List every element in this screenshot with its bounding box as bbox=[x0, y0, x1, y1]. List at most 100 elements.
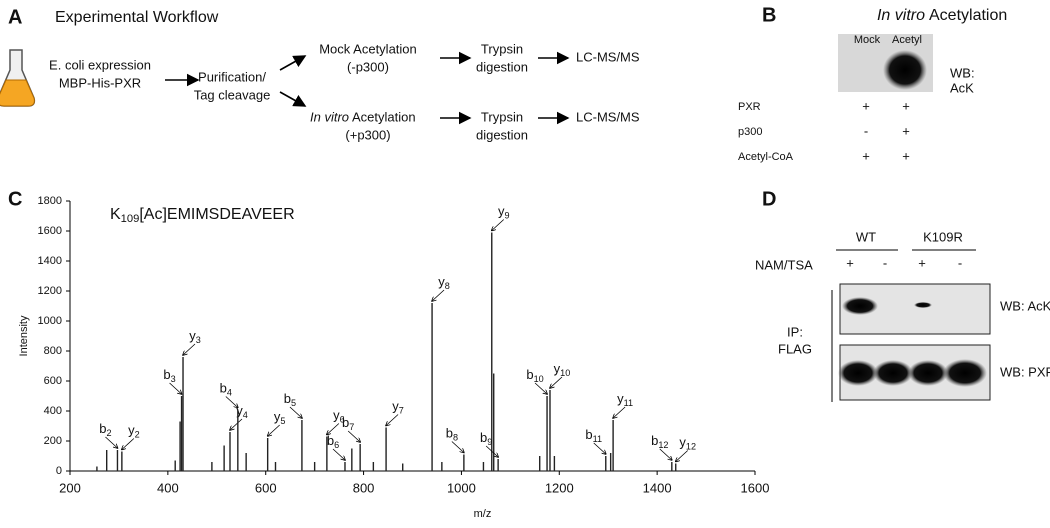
x-tick-label: 1000 bbox=[447, 480, 476, 495]
x-tick-label: 200 bbox=[59, 480, 81, 495]
peak-label: b4 bbox=[220, 381, 232, 398]
arrow bbox=[279, 55, 307, 71]
y-tick-label: 1200 bbox=[38, 285, 62, 297]
panel-title: In vitro bbox=[877, 7, 925, 24]
treatment-mark: - bbox=[883, 255, 887, 270]
label-arrow bbox=[230, 418, 243, 430]
step-text: Trypsin bbox=[481, 41, 523, 56]
peak-label: b3 bbox=[163, 367, 175, 384]
step-text: LC-MS/MS bbox=[576, 49, 640, 64]
blot-band bbox=[908, 360, 948, 386]
label-arrow bbox=[659, 448, 672, 460]
peak-label: b7 bbox=[342, 415, 354, 432]
label-arrow bbox=[289, 406, 302, 418]
panel-label: A bbox=[8, 6, 22, 28]
step-text: Mock Acetylation bbox=[319, 41, 417, 56]
blot-band bbox=[914, 302, 932, 308]
label-arrow bbox=[451, 441, 464, 453]
step-text: Tag cleavage bbox=[194, 87, 271, 102]
ip-label: FLAG bbox=[778, 341, 812, 356]
step-text: Acetylation bbox=[352, 109, 416, 124]
step-text: E. coli expression bbox=[49, 57, 151, 72]
x-tick-label: 1200 bbox=[545, 480, 574, 495]
step-text: LC-MS/MS bbox=[576, 109, 640, 124]
peak-label: y7 bbox=[392, 399, 404, 416]
y-tick-label: 400 bbox=[44, 405, 62, 417]
peak-label: b12 bbox=[651, 433, 668, 450]
step-text: (+p300) bbox=[345, 127, 390, 142]
panel-title: Experimental Workflow bbox=[55, 9, 219, 26]
label-arrow bbox=[332, 448, 345, 460]
y-tick-label: 1800 bbox=[38, 195, 62, 207]
blot-band bbox=[838, 360, 878, 386]
label-arrow bbox=[122, 438, 135, 450]
peak-label: y4 bbox=[236, 403, 248, 420]
row-mark: + bbox=[902, 123, 910, 138]
treatment-mark: + bbox=[918, 255, 926, 270]
step-text: digestion bbox=[476, 127, 528, 142]
step-text: digestion bbox=[476, 59, 528, 74]
label-arrow bbox=[327, 423, 340, 435]
blot-band bbox=[873, 360, 913, 386]
peak-label: b5 bbox=[284, 391, 296, 408]
y-tick-label: 1000 bbox=[38, 315, 62, 327]
group-label: WT bbox=[856, 229, 876, 244]
row-label: p300 bbox=[738, 126, 762, 138]
row-label: PXR bbox=[738, 101, 761, 113]
y-tick-label: 800 bbox=[44, 345, 62, 357]
lane-label: Acetyl bbox=[892, 34, 922, 46]
label-arrow bbox=[534, 382, 547, 394]
row-label: Acetyl-CoA bbox=[738, 151, 794, 163]
peak-label: y10 bbox=[554, 361, 571, 378]
peak-label: y5 bbox=[274, 409, 286, 426]
blot-label: AcK bbox=[950, 80, 974, 95]
label-arrow bbox=[432, 289, 445, 301]
peak-label: y2 bbox=[128, 423, 140, 440]
flask-icon bbox=[0, 49, 36, 107]
label-arrow bbox=[225, 396, 238, 408]
blot-label: WB: bbox=[950, 65, 975, 80]
label-arrow bbox=[613, 406, 626, 418]
step-text: In vitro bbox=[310, 109, 349, 124]
x-tick-label: 800 bbox=[353, 480, 375, 495]
row-mark: + bbox=[902, 98, 910, 113]
step-text: Purification/ bbox=[198, 69, 266, 84]
label-arrow bbox=[676, 450, 689, 462]
label-arrow bbox=[268, 424, 280, 436]
y-tick-label: 0 bbox=[56, 465, 62, 477]
treatment-mark: - bbox=[958, 255, 962, 270]
peak-label: y9 bbox=[498, 204, 510, 221]
label-arrow bbox=[105, 436, 117, 448]
step-text: Trypsin bbox=[481, 109, 523, 124]
label-arrow bbox=[485, 445, 498, 457]
row-mark: + bbox=[902, 148, 910, 163]
label-arrow bbox=[492, 219, 505, 231]
step-text: MBP-His-PXR bbox=[59, 75, 141, 90]
peak-label: b2 bbox=[99, 421, 111, 438]
label-arrow bbox=[169, 382, 182, 394]
panel-label: D bbox=[762, 188, 776, 210]
peak-label: b11 bbox=[585, 427, 602, 444]
chart-title: K109[Ac]EMIMSDEAVEER bbox=[110, 206, 295, 225]
treatment-mark: + bbox=[846, 255, 854, 270]
treatment-label: NAM/TSA bbox=[755, 257, 813, 272]
peak-label: y6 bbox=[333, 408, 345, 425]
peak-label: y11 bbox=[617, 391, 633, 408]
y-tick-label: 600 bbox=[44, 375, 62, 387]
peak-label: b8 bbox=[446, 426, 458, 443]
peak-label: b9 bbox=[480, 430, 492, 447]
lane-label: Mock bbox=[854, 34, 881, 46]
x-tick-label: 600 bbox=[255, 480, 277, 495]
y-axis-label: Intensity bbox=[18, 315, 30, 356]
blot-band bbox=[883, 50, 927, 90]
peak-label: y3 bbox=[189, 328, 201, 345]
blot-band bbox=[943, 359, 987, 387]
blot-band bbox=[842, 297, 878, 315]
x-tick-label: 1600 bbox=[741, 480, 770, 495]
panel-label: C bbox=[8, 188, 22, 210]
blot-label: WB: PXR bbox=[1000, 364, 1050, 379]
x-tick-label: 400 bbox=[157, 480, 179, 495]
group-label: K109R bbox=[923, 229, 963, 244]
label-arrow bbox=[183, 343, 196, 355]
